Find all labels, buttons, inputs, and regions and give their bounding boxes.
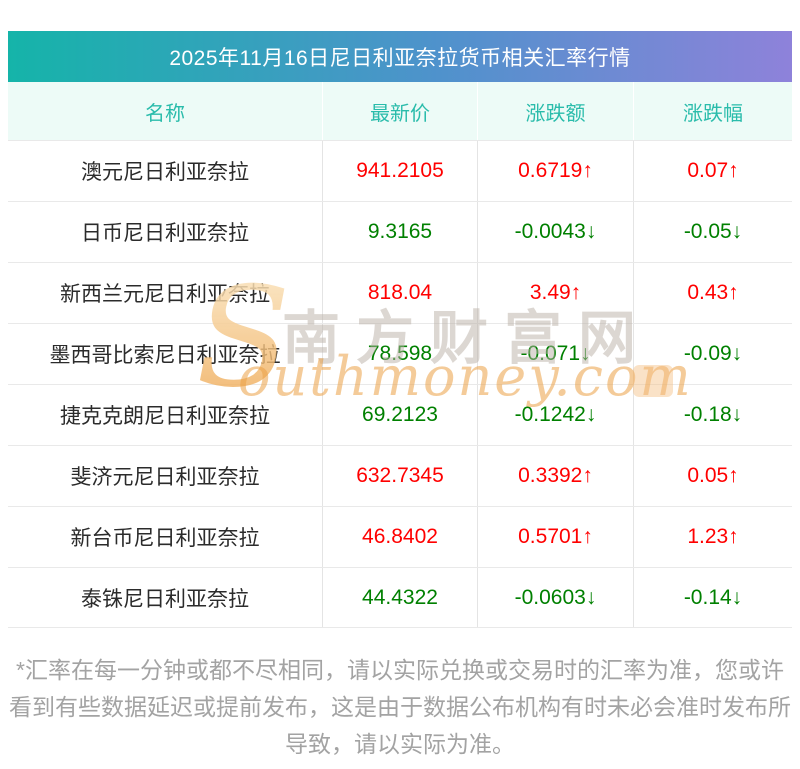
rate-table-page: 2025年11月16日尼日利亚奈拉货币相关汇率行情 名称 最新价 涨跌额 涨跌幅… [8, 31, 792, 628]
change-percent: 0.05↑ [633, 446, 792, 506]
page-title: 2025年11月16日尼日利亚奈拉货币相关汇率行情 [8, 31, 792, 82]
latest-price: 632.7345 [322, 446, 477, 506]
table-row: 斐济元尼日利亚奈拉 632.7345 0.3392↑ 0.05↑ [8, 445, 792, 506]
currency-pair-name: 墨西哥比索尼日利亚奈拉 [49, 344, 281, 367]
table-header-row: 名称 最新价 涨跌额 涨跌幅 [8, 82, 792, 140]
column-header-change-amount: 涨跌额 [477, 82, 633, 140]
currency-pair-name: 澳元尼日利亚奈拉 [81, 161, 249, 184]
column-header-name: 名称 [145, 102, 185, 125]
change-amount: 0.3392↑ [477, 446, 633, 506]
change-percent: 0.43↑ [633, 263, 792, 323]
currency-pair-name: 新台币尼日利亚奈拉 [70, 527, 260, 550]
change-percent: -0.18↓ [633, 385, 792, 445]
column-header-latest-price: 最新价 [322, 82, 477, 140]
latest-price: 9.3165 [322, 202, 477, 262]
table-row: 捷克克朗尼日利亚奈拉 69.2123 -0.1242↓ -0.18↓ [8, 384, 792, 445]
currency-pair-name: 泰铢尼日利亚奈拉 [81, 587, 249, 611]
table-body: 澳元尼日利亚奈拉 941.2105 0.6719↑ 0.07↑ 日币尼日利亚奈拉… [8, 140, 792, 628]
table-row: 日币尼日利亚奈拉 9.3165 -0.0043↓ -0.05↓ [8, 201, 792, 262]
change-amount: -0.0603↓ [477, 568, 633, 627]
currency-pair-name: 日币尼日利亚奈拉 [81, 222, 249, 245]
change-amount: 3.49↑ [477, 263, 633, 323]
change-amount: -0.071↓ [477, 324, 633, 384]
change-amount: 0.6719↑ [477, 141, 633, 201]
latest-price: 941.2105 [322, 141, 477, 201]
change-percent: 1.23↑ [633, 507, 792, 567]
latest-price: 69.2123 [322, 385, 477, 445]
latest-price: 44.4322 [322, 568, 477, 627]
latest-price: 818.04 [322, 263, 477, 323]
table-row: 泰铢尼日利亚奈拉 44.4322 -0.0603↓ -0.14↓ [8, 567, 792, 628]
change-percent: -0.14↓ [633, 568, 792, 627]
change-amount: -0.0043↓ [477, 202, 633, 262]
change-amount: 0.5701↑ [477, 507, 633, 567]
latest-price: 46.8402 [322, 507, 477, 567]
column-header-change-percent: 涨跌幅 [633, 82, 792, 140]
table-row: 新西兰元尼日利亚奈拉 818.04 3.49↑ 0.43↑ [8, 262, 792, 323]
table-row: 新台币尼日利亚奈拉 46.8402 0.5701↑ 1.23↑ [8, 506, 792, 567]
table-row: 墨西哥比索尼日利亚奈拉 78.598 -0.071↓ -0.09↓ [8, 323, 792, 384]
latest-price: 78.598 [322, 324, 477, 384]
disclaimer-note: *汇率在每一分钟或都不尽相同，请以实际兑换或交易时的汇率为准，您或许看到有些数据… [9, 657, 791, 757]
change-percent: -0.05↓ [633, 202, 792, 262]
table-row: 澳元尼日利亚奈拉 941.2105 0.6719↑ 0.07↑ [8, 140, 792, 201]
currency-pair-name: 捷克克朗尼日利亚奈拉 [60, 405, 270, 428]
change-percent: -0.09↓ [633, 324, 792, 384]
currency-pair-name: 斐济元尼日利亚奈拉 [70, 466, 260, 489]
change-amount: -0.1242↓ [477, 385, 633, 445]
currency-pair-name: 新西兰元尼日利亚奈拉 [60, 283, 270, 306]
change-percent: 0.07↑ [633, 141, 792, 201]
